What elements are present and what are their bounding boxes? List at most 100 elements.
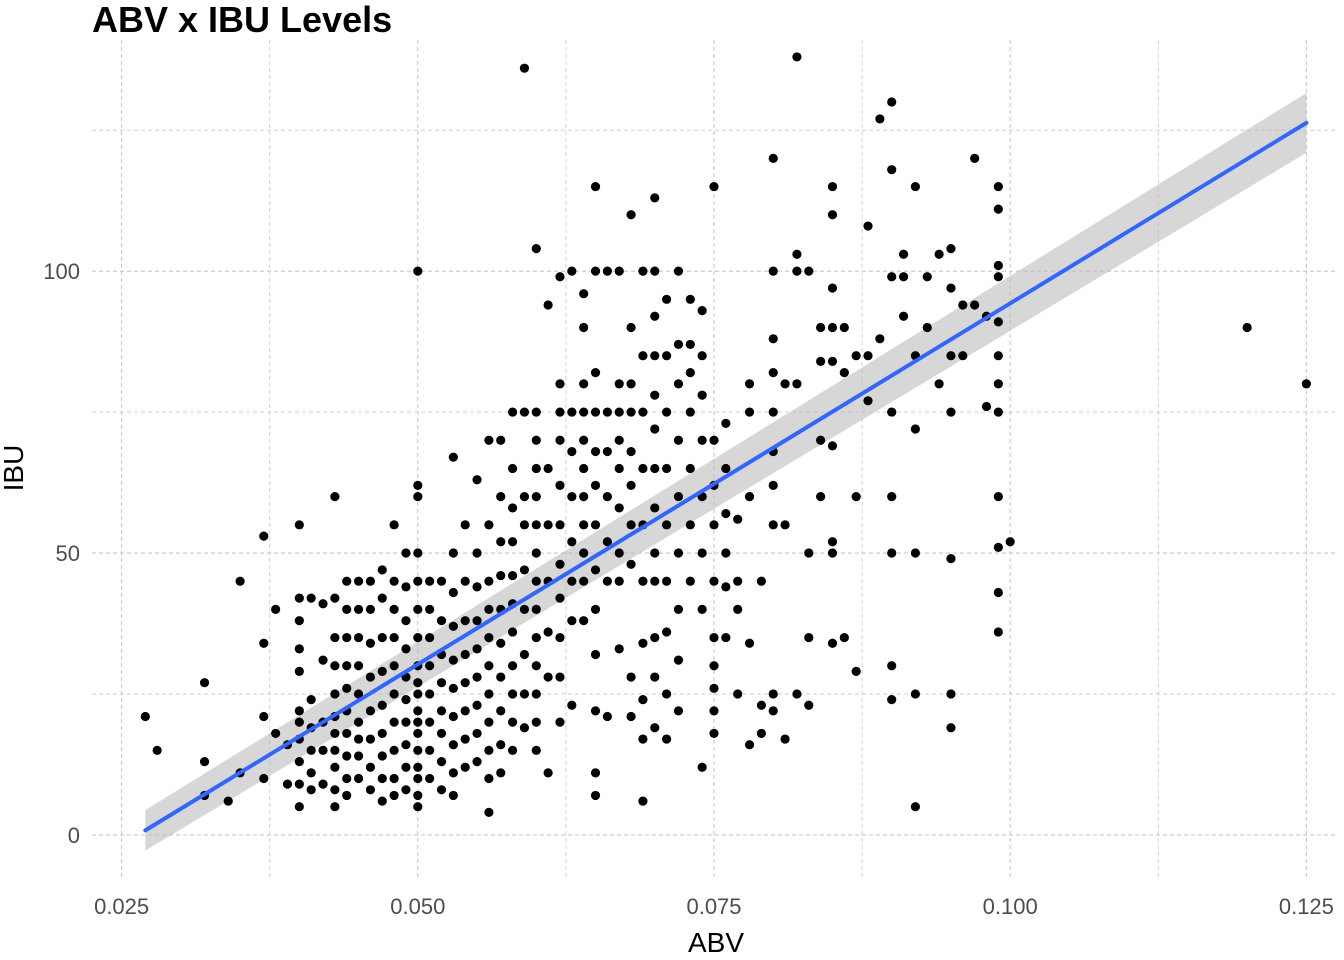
data-point: [460, 762, 470, 772]
data-point: [626, 446, 636, 457]
data-point: [413, 802, 423, 812]
data-point: [377, 796, 387, 806]
data-point: [662, 351, 672, 361]
data-point: [721, 632, 731, 643]
data-point: [650, 351, 660, 361]
data-point: [804, 632, 814, 643]
data-point: [507, 627, 518, 637]
data-point: [294, 644, 304, 654]
data-point: [875, 334, 885, 344]
data-point: [377, 632, 387, 643]
data-point: [306, 593, 316, 603]
data-point: [413, 266, 423, 276]
data-point: [626, 711, 636, 722]
data-point: [673, 435, 684, 445]
data-point: [531, 520, 541, 530]
data-point: [389, 790, 399, 801]
data-point: [579, 616, 589, 626]
data-point: [673, 492, 684, 502]
data-point: [555, 593, 565, 603]
data-point: [330, 593, 340, 603]
data-point: [792, 52, 802, 62]
data-point: [460, 520, 470, 530]
data-point: [342, 773, 352, 784]
data-point: [590, 604, 601, 614]
data-point: [922, 272, 932, 282]
data-point: [448, 587, 458, 598]
data-point: [685, 463, 695, 474]
data-point: [993, 379, 1003, 389]
data-point: [519, 407, 530, 417]
data-point: [342, 661, 352, 671]
data-point: [425, 604, 435, 614]
data-point: [294, 593, 304, 603]
data-point: [235, 576, 245, 586]
data-point: [318, 779, 328, 789]
data-point: [590, 368, 601, 378]
data-point: [792, 379, 802, 389]
data-point: [531, 435, 541, 445]
data-point: [626, 559, 636, 569]
data-point: [436, 678, 447, 688]
data-point: [697, 435, 707, 445]
data-point: [650, 632, 660, 643]
data-point: [140, 711, 150, 722]
data-point: [567, 576, 577, 586]
data-point: [934, 379, 944, 389]
data-point: [851, 351, 861, 361]
data-point: [389, 604, 399, 614]
data-point: [768, 334, 778, 344]
data-point: [721, 463, 731, 474]
data-point: [330, 632, 340, 643]
data-point: [579, 520, 589, 530]
data-point: [887, 272, 897, 282]
data-point: [318, 655, 328, 665]
data-point: [898, 272, 909, 282]
data-point: [792, 249, 802, 259]
data-point: [448, 621, 458, 631]
data-point: [614, 379, 624, 389]
data-point: [650, 723, 660, 733]
data-point: [531, 492, 541, 502]
data-point: [650, 266, 660, 276]
data-point: [543, 520, 553, 530]
data-point: [887, 97, 897, 107]
data-point: [389, 773, 399, 784]
data-point: [650, 576, 660, 586]
data-point: [282, 779, 293, 789]
data-point: [579, 492, 589, 502]
data-point: [531, 243, 541, 254]
data-point: [733, 576, 743, 586]
data-point: [413, 745, 423, 755]
data-point: [993, 542, 1003, 552]
data-point: [887, 165, 897, 175]
data-point: [744, 407, 755, 417]
data-point: [519, 689, 530, 699]
data-point: [958, 300, 968, 310]
data-point: [970, 153, 980, 163]
data-point: [602, 711, 612, 722]
data-point: [733, 689, 743, 699]
data-point: [555, 559, 565, 569]
data-point: [662, 627, 672, 637]
data-point: [579, 548, 589, 558]
data-point: [792, 266, 802, 276]
data-point: [484, 520, 494, 530]
data-point: [768, 480, 778, 490]
data-point: [614, 266, 624, 276]
data-point: [425, 661, 435, 671]
data-point: [709, 181, 719, 192]
data-point: [851, 492, 861, 502]
data-point: [827, 283, 838, 293]
data-point: [946, 243, 956, 254]
data-point: [709, 661, 719, 671]
data-point: [626, 672, 636, 682]
data-point: [590, 446, 601, 457]
data-point: [389, 717, 399, 727]
data-point: [365, 576, 376, 586]
data-point: [721, 582, 731, 592]
data-point: [365, 604, 376, 614]
data-point: [567, 492, 577, 502]
data-point: [259, 638, 269, 648]
data-point: [330, 492, 340, 502]
